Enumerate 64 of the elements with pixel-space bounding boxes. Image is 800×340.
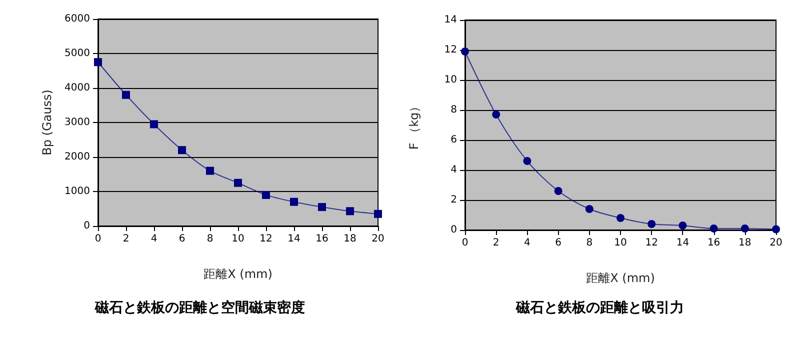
x-axis-title: 距離X (mm)	[204, 267, 272, 281]
text: 磁石と鉄板の距離と空間磁束密度	[94, 299, 305, 316]
point	[206, 166, 214, 175]
x-axis-title: 距離X (mm)	[586, 271, 655, 285]
x-tick-label: 6	[555, 238, 562, 248]
x-tick-label: 6	[178, 234, 186, 244]
y-tick-label: 2000	[64, 152, 90, 162]
y-tick-label: 3000	[64, 117, 90, 128]
point	[772, 225, 780, 234]
y-axis-title: F （kg）	[407, 100, 421, 150]
point	[178, 146, 186, 154]
x-tick-label: 16	[707, 238, 720, 248]
point	[616, 214, 624, 222]
point	[318, 203, 326, 212]
x-tick-label: 16	[316, 234, 328, 244]
x-tick-label: 12	[260, 234, 272, 244]
y-tick-label: 0	[84, 220, 90, 232]
x-tick-label: 2	[122, 234, 130, 244]
point	[648, 220, 656, 228]
x-tick-label: 14	[288, 234, 300, 244]
x-tick-label: 14	[676, 238, 690, 248]
x-tick-label: 12	[645, 238, 658, 248]
x-tick-label: 10	[614, 238, 627, 248]
point	[492, 110, 500, 118]
x-tick-label: 4	[150, 234, 158, 244]
x-tick-label: 10	[232, 234, 244, 244]
x-tick-label: 20	[372, 234, 384, 244]
x-tick-label: 0	[94, 234, 102, 244]
point	[554, 187, 562, 195]
y-tick-label: 10	[444, 74, 457, 86]
point	[346, 207, 354, 216]
point	[262, 190, 270, 199]
x-tick-label: 4	[524, 238, 530, 248]
y-tick-label: 8	[450, 104, 457, 116]
point	[122, 90, 130, 99]
point	[374, 210, 382, 218]
y-tick-label: 6	[450, 134, 457, 146]
point	[234, 178, 242, 187]
y-tick-label: 4	[450, 164, 457, 176]
y-tick-label: 12	[444, 44, 457, 56]
y-tick-label: 5000	[64, 48, 90, 59]
text: 磁石と鉄板の距離と吸引力	[515, 300, 684, 316]
x-tick-label: 0	[462, 238, 468, 248]
point	[710, 224, 718, 232]
y-tick-label: 14	[444, 14, 457, 26]
point	[150, 120, 158, 128]
y-tick-label: 2	[450, 194, 457, 206]
point	[290, 198, 298, 206]
y-axis-title: Bp (Gauss)	[40, 90, 54, 156]
point	[740, 224, 749, 232]
x-tick-label: 18	[738, 238, 752, 248]
point	[585, 205, 594, 213]
point	[94, 58, 102, 66]
point	[678, 222, 687, 230]
x-tick-label: 20	[770, 238, 782, 248]
y-tick-label: 1000	[64, 186, 90, 197]
y-tick-label: 0	[450, 224, 457, 236]
x-tick-label: 2	[492, 238, 500, 248]
x-tick-label: 8	[586, 238, 593, 248]
y-tick-label: 6000	[64, 14, 90, 24]
x-tick-label: 8	[206, 234, 214, 244]
x-tick-label: 18	[344, 234, 356, 244]
y-tick-label: 4000	[64, 82, 90, 94]
point	[523, 157, 532, 165]
